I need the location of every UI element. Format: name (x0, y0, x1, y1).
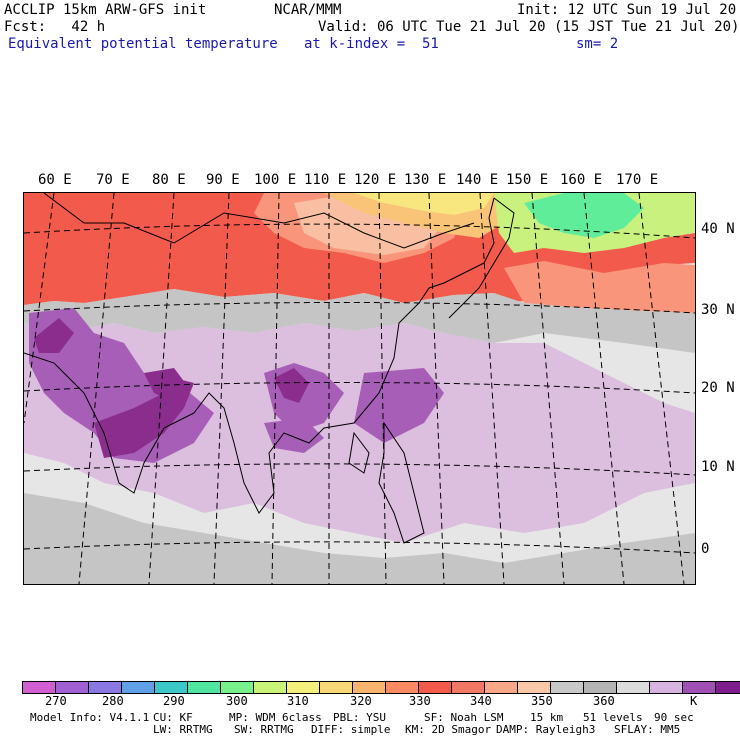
colorbar-cell (56, 682, 89, 693)
forecast-hour: Fcst: 42 h (4, 19, 106, 35)
lon-label: 140 E (456, 172, 499, 188)
colorbar-cell (254, 682, 287, 693)
smoothing-label: sm= 2 (576, 36, 619, 52)
cu-info: CU: KF (153, 711, 193, 724)
km-info: KM: 2D Smagor (405, 723, 492, 736)
sflay-info: SFLAY: MM5 (614, 723, 681, 736)
lilac-region (24, 323, 695, 543)
violet-region-scs (264, 418, 324, 453)
colorbar-tick: 340 (470, 694, 492, 708)
colorbar-cell (683, 682, 716, 693)
lon-label: 160 E (560, 172, 603, 188)
lon-label: 120 E (354, 172, 397, 188)
colorbar-cell (386, 682, 419, 693)
colorbar-cell (23, 682, 56, 693)
pbl-info: PBL: YSU (333, 711, 386, 724)
damp-info: DAMP: Rayleigh3 (496, 723, 596, 736)
lon-label: 80 E (152, 172, 186, 188)
lon-label: 110 E (304, 172, 347, 188)
lat-label: 0 (701, 541, 710, 557)
gray-patch-south (24, 493, 695, 584)
theta-e-map (23, 192, 696, 585)
colorbar-cell (518, 682, 551, 693)
colorbar-tick: 300 (226, 694, 248, 708)
colorbar-tick: 270 (45, 694, 67, 708)
lon-label: 170 E (616, 172, 659, 188)
mp-info: MP: WDM 6class (229, 711, 322, 724)
colorbar-cell (287, 682, 320, 693)
colorbar-cell (353, 682, 386, 693)
colorbar-cell (89, 682, 122, 693)
model-info: Model Info: V4.1.1 (30, 711, 150, 724)
sw-info: SW: RRTMG (234, 723, 294, 736)
model-title: ACCLIP 15km ARW-GFS init (4, 2, 207, 18)
lat-label: 10 N (701, 459, 735, 475)
graticule (24, 193, 695, 584)
levels-info: 51 levels (583, 711, 643, 724)
colorbar-cell (551, 682, 584, 693)
colorbar-cell (650, 682, 683, 693)
colorbar-cell (485, 682, 518, 693)
colorbar-tick: 350 (531, 694, 553, 708)
colorbar-tick: 320 (350, 694, 372, 708)
colorbar-cell (584, 682, 617, 693)
lat-label: 20 N (701, 380, 735, 396)
purple-region-westcoast (34, 318, 74, 353)
lw-info: LW: RRTMG (153, 723, 213, 736)
map-canvas (24, 193, 695, 584)
level-label: at k-index = 51 (304, 36, 439, 52)
lon-label: 130 E (404, 172, 447, 188)
colorbar (22, 681, 740, 694)
colorbar-unit: K (690, 694, 698, 708)
lat-label: 30 N (701, 302, 735, 318)
colorbar-cell (716, 682, 740, 693)
colorbar-cell (188, 682, 221, 693)
colorbar-cell (452, 682, 485, 693)
org-label: NCAR/MMM (274, 2, 342, 18)
yellow-region (354, 193, 494, 215)
warm-band-east (504, 261, 695, 313)
colorbar-cell (320, 682, 353, 693)
colorbar-cell (617, 682, 650, 693)
colorbar-cell (122, 682, 155, 693)
purple-region-china (274, 368, 309, 403)
colorbar-cell (155, 682, 188, 693)
lat-label: 40 N (701, 221, 735, 237)
diff-info: DIFF: simple (311, 723, 391, 736)
green-region (524, 193, 644, 238)
colorbar-cell (221, 682, 254, 693)
lon-label: 60 E (38, 172, 72, 188)
colorbar-cell (419, 682, 452, 693)
valid-time: Valid: 06 UTC Tue 21 Jul 20 (15 JST Tue … (318, 19, 740, 35)
coastlines (24, 193, 515, 544)
colorbar-tick: 290 (163, 694, 185, 708)
lon-label: 150 E (506, 172, 549, 188)
violet-region-east (354, 368, 444, 443)
lon-label: 70 E (96, 172, 130, 188)
colorbar-tick: 280 (102, 694, 124, 708)
lon-label: 100 E (254, 172, 297, 188)
colorbar-tick: 310 (287, 694, 309, 708)
lon-label: 90 E (206, 172, 240, 188)
sf-info: SF: Noah LSM (424, 711, 504, 724)
timestep-info: 90 sec (654, 711, 694, 724)
init-time: Init: 12 UTC Sun 19 Jul 20 (517, 2, 737, 18)
resolution-info: 15 km (530, 711, 564, 724)
colorbar-tick: 330 (409, 694, 431, 708)
field-name: Equivalent potential temperature (8, 36, 278, 52)
colorbar-tick: 360 (593, 694, 615, 708)
